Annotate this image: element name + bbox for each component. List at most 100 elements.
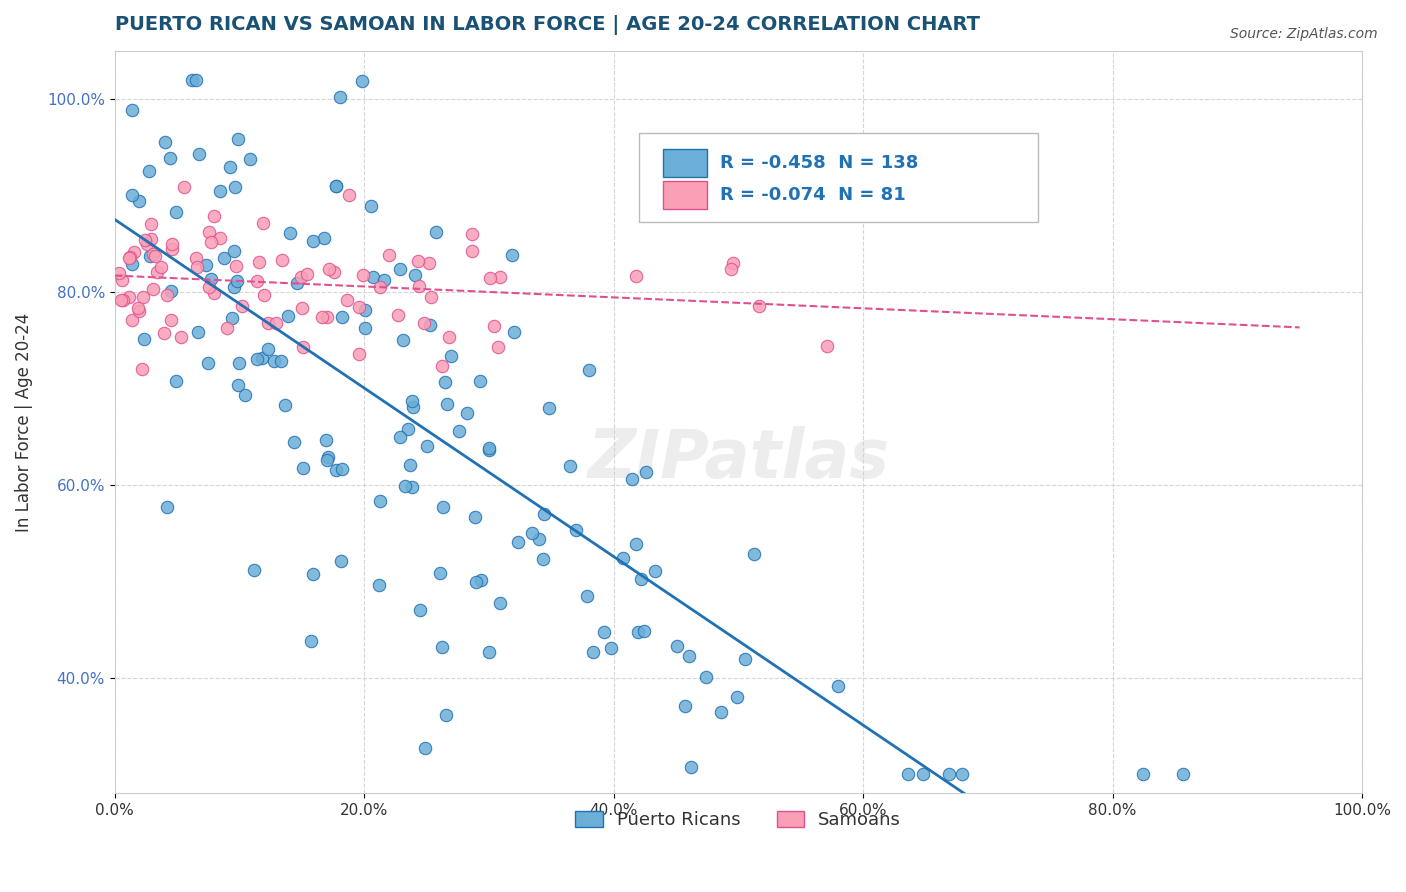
- Point: [226, 377, 249, 392]
- Point: [419, 318, 441, 332]
- Point: [128, 303, 150, 318]
- Point: [270, 354, 292, 368]
- Point: [146, 265, 169, 279]
- Point: [911, 767, 934, 781]
- Point: [506, 535, 529, 549]
- Point: [373, 273, 395, 287]
- Point: [181, 72, 204, 87]
- Point: [111, 272, 134, 286]
- Point: [139, 217, 162, 231]
- Point: [501, 247, 523, 261]
- Point: [377, 248, 399, 262]
- Legend: Puerto Ricans, Samoans: Puerto Ricans, Samoans: [568, 804, 908, 837]
- Point: [170, 330, 193, 344]
- Point: [578, 363, 600, 377]
- Point: [720, 262, 742, 277]
- Point: [135, 236, 157, 251]
- Point: [128, 194, 150, 208]
- Point: [391, 333, 413, 347]
- Point: [360, 199, 382, 213]
- Point: [456, 407, 478, 421]
- Point: [430, 640, 453, 655]
- Point: [533, 507, 555, 521]
- Point: [394, 479, 416, 493]
- Point: [449, 424, 471, 438]
- Point: [401, 480, 423, 494]
- Point: [368, 493, 391, 508]
- Point: [111, 293, 134, 308]
- Point: [277, 309, 299, 323]
- Point: [233, 388, 256, 402]
- Point: [110, 293, 132, 307]
- Point: [416, 439, 439, 453]
- Text: ZIPatlas: ZIPatlas: [588, 426, 890, 492]
- Point: [630, 572, 652, 586]
- Point: [748, 299, 770, 313]
- Point: [143, 249, 166, 263]
- Point: [387, 309, 409, 323]
- Point: [186, 260, 208, 274]
- Point: [322, 265, 344, 279]
- Point: [1132, 767, 1154, 781]
- Point: [620, 472, 643, 486]
- Point: [291, 340, 314, 354]
- Point: [173, 180, 195, 194]
- Point: [817, 339, 839, 353]
- Point: [121, 313, 143, 327]
- Point: [194, 258, 217, 272]
- Point: [200, 271, 222, 285]
- Point: [156, 287, 179, 301]
- Point: [134, 233, 156, 247]
- FancyBboxPatch shape: [638, 133, 1038, 221]
- Point: [312, 231, 335, 245]
- Point: [350, 73, 373, 87]
- Point: [633, 624, 655, 639]
- Text: R = -0.074  N = 81: R = -0.074 N = 81: [720, 186, 905, 204]
- Point: [198, 279, 221, 293]
- Point: [318, 261, 340, 276]
- Point: [325, 179, 347, 194]
- Point: [418, 256, 440, 270]
- Point: [409, 603, 432, 617]
- Point: [353, 320, 375, 334]
- Point: [225, 274, 247, 288]
- Point: [250, 351, 273, 365]
- Point: [558, 458, 581, 473]
- Point: [401, 401, 423, 415]
- Point: [464, 574, 486, 589]
- Point: [482, 319, 505, 334]
- Point: [142, 282, 165, 296]
- Point: [425, 225, 447, 239]
- Point: [299, 633, 322, 648]
- Point: [478, 645, 501, 659]
- Point: [678, 649, 700, 664]
- Point: [897, 767, 920, 781]
- Point: [246, 274, 269, 288]
- Point: [202, 209, 225, 223]
- Point: [202, 285, 225, 300]
- Point: [208, 184, 231, 198]
- Point: [121, 103, 143, 117]
- Text: R = -0.458  N = 138: R = -0.458 N = 138: [720, 154, 918, 172]
- Point: [470, 573, 492, 587]
- Point: [247, 254, 270, 268]
- Point: [159, 151, 181, 165]
- Point: [131, 362, 153, 376]
- Point: [599, 641, 621, 656]
- Point: [460, 227, 482, 241]
- Point: [285, 276, 308, 290]
- Point: [118, 251, 141, 265]
- Bar: [664, 149, 707, 177]
- Point: [315, 433, 337, 447]
- Point: [388, 429, 411, 443]
- Point: [742, 547, 765, 561]
- Point: [121, 187, 143, 202]
- Point: [198, 225, 221, 239]
- Point: [489, 269, 512, 284]
- Point: [200, 235, 222, 249]
- Point: [131, 290, 153, 304]
- Point: [278, 226, 301, 240]
- Point: [361, 270, 384, 285]
- Point: [121, 257, 143, 271]
- Point: [316, 450, 339, 464]
